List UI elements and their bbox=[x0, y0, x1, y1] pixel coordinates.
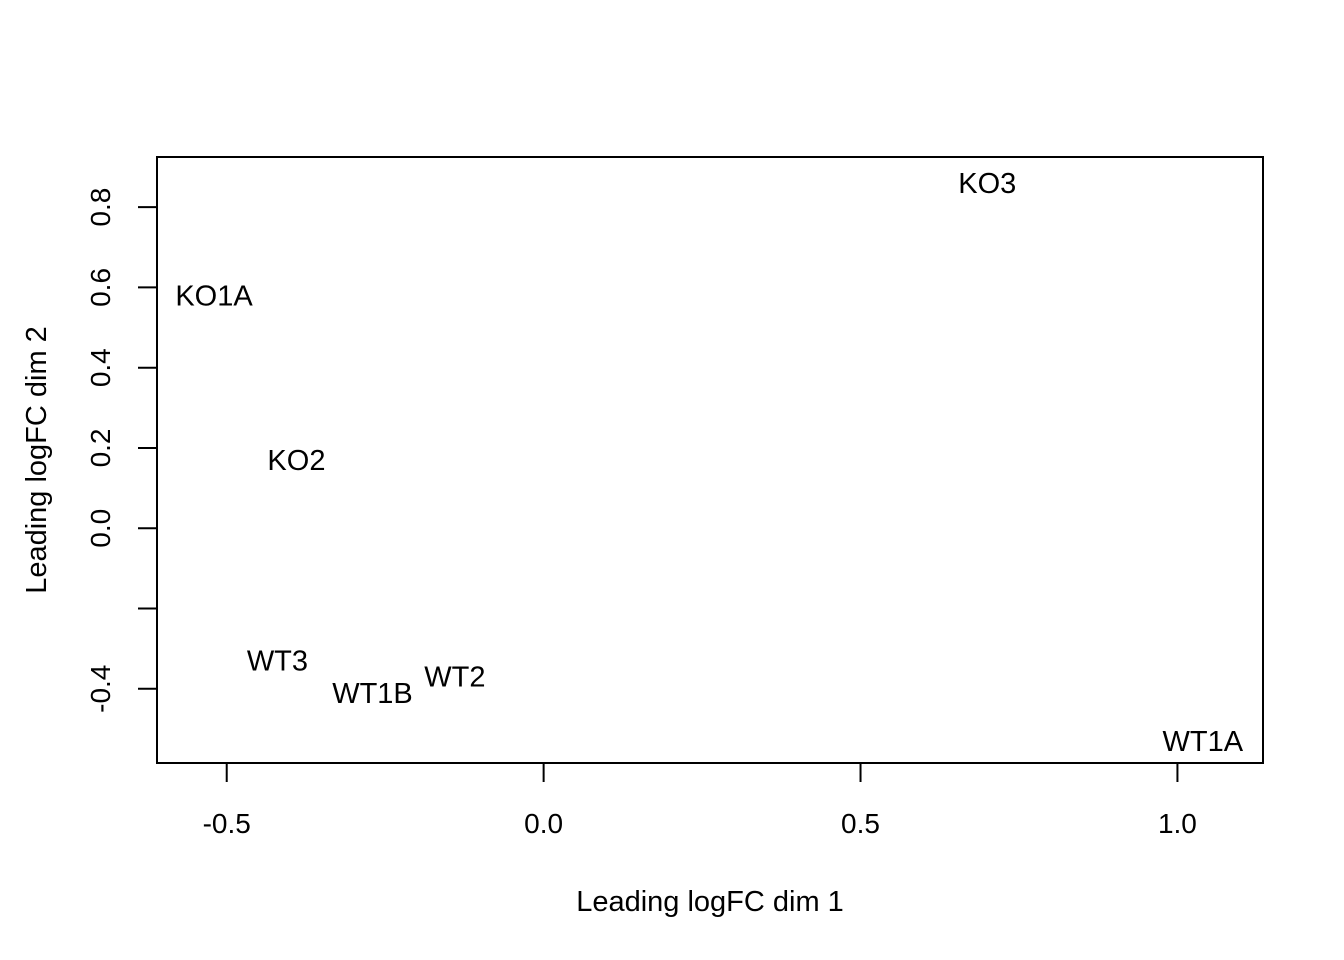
x-tick-label: 0.5 bbox=[841, 808, 880, 839]
point-label-ko1a: KO1A bbox=[175, 280, 253, 312]
point-label-wt3: WT3 bbox=[247, 646, 308, 678]
y-tick-label: 0.2 bbox=[85, 428, 116, 467]
x-axis-title: Leading logFC dim 1 bbox=[576, 886, 844, 918]
point-label-wt2: WT2 bbox=[424, 662, 485, 694]
y-tick-label: -0.4 bbox=[85, 665, 116, 713]
y-axis-title: Leading logFC dim 2 bbox=[21, 326, 53, 594]
y-tick-label: 0.0 bbox=[85, 509, 116, 548]
plot-frame bbox=[156, 156, 1264, 764]
point-label-wt1a: WT1A bbox=[1163, 726, 1244, 758]
point-labels: KO3 KO1A KO2 WT3 WT1B WT2 WT1A bbox=[175, 168, 1243, 758]
point-label-ko3: KO3 bbox=[958, 168, 1016, 200]
y-tick-label: 0.6 bbox=[85, 268, 116, 307]
y-tick-label: 0.4 bbox=[85, 348, 116, 387]
point-label-wt1b: WT1B bbox=[332, 678, 413, 710]
x-tick-label: 0.0 bbox=[524, 808, 563, 839]
y-tick-label: 0.8 bbox=[85, 188, 116, 227]
x-tick-label: -0.5 bbox=[203, 808, 251, 839]
point-label-ko2: KO2 bbox=[267, 445, 325, 477]
x-tick-label: 1.0 bbox=[1158, 808, 1197, 839]
